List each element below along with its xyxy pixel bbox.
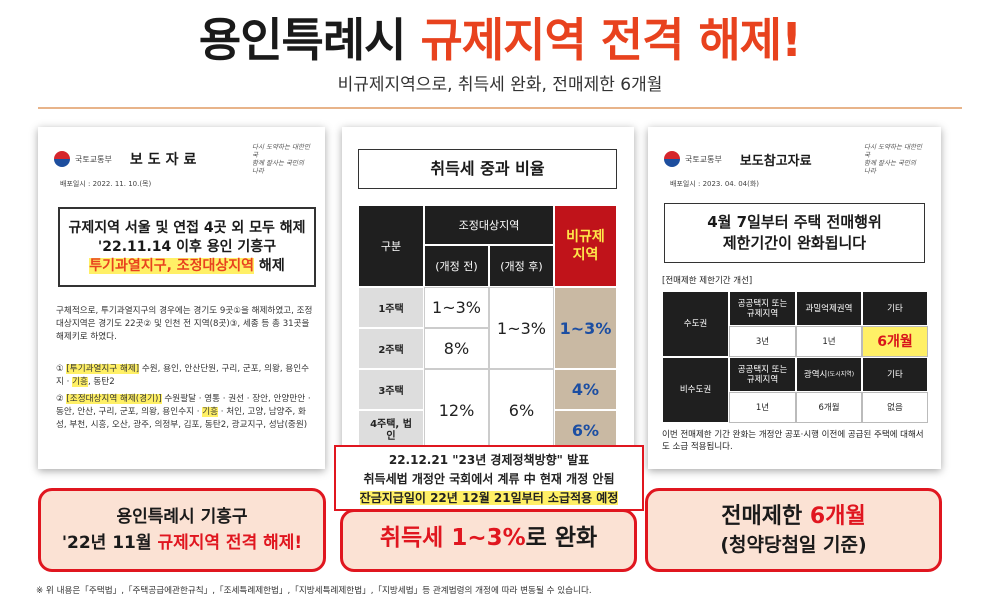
summary-box-deregulation: 용인특례시 기흥구 '22년 11월 규제지역 전격 해제! <box>38 488 326 572</box>
divider <box>38 107 962 109</box>
summary-box-resale-limit: 전매제한 6개월 (청약당첨일 기준) <box>645 488 942 572</box>
doc-header: 국토교통부 보도자료 다시 도약하는 대한민국 함께 잘사는 국민의 나라 <box>54 143 312 175</box>
header-after: (개정 후) <box>489 245 554 287</box>
period-value: 1년 <box>796 326 862 357</box>
header-gubun: 구분 <box>358 205 424 287</box>
summary-highlight: 6개월 <box>809 504 866 529</box>
notice-highlight: 잔금지급일이 22년 12월 21일부터 소급적용 예정 <box>359 491 619 505</box>
motto-line: 함께 잘사는 국민의 나라 <box>252 159 304 175</box>
list-item: ② [조정대상지역 해제(경기)] 수원팔달 · 영통 · 권선 · 장안, 안… <box>56 393 314 432</box>
row-label: 4주택, 법인 <box>358 410 424 451</box>
summary-line: '22년 11월 <box>61 533 158 553</box>
period-value-highlight: 6개월 <box>862 326 928 357</box>
doc-header: 국토교통부 보도참고자료 다시 도약하는 대한민국 함께 잘사는 국민의 나라 <box>664 143 924 175</box>
headline-line: 규제지역 서울 및 연접 4곳 외 모두 해제 <box>68 220 306 236</box>
summary-highlight: 규제지역 전격 해제! <box>157 533 303 553</box>
item-number: ① <box>56 364 67 374</box>
body-paragraph: 구체적으로, 투기과열지구의 경우에는 경기도 9곳①을 해제하였고, 조정대상… <box>56 306 313 342</box>
region-label: 수도권 <box>662 291 729 357</box>
note-text: 이번 전매제한 기간 완화는 개정안 공포·시행 이전에 공급된 주택에 대해서… <box>662 430 924 452</box>
ministry-name: 국토교통부 <box>75 154 112 164</box>
item-highlight: 기흥 <box>72 377 88 387</box>
doc-type: 보도참고자료 <box>739 153 812 169</box>
summary-line: 로 완화 <box>525 525 598 551</box>
headline-box: 4월 7일부터 주택 전매행위 제한기간이 완화됩니다 <box>664 203 925 263</box>
rate-after: 6% <box>489 369 554 451</box>
footnote: ※ 위 내용은「주택법」,「주택공급에관한규칙」,「조세특례제한법」,「지방세특… <box>36 586 592 596</box>
government-emblem-icon <box>664 151 680 167</box>
doc-date: 배포일시 : 2023. 04. 04(화) <box>670 180 759 188</box>
ministry-name: 국토교통부 <box>685 154 722 164</box>
period-value: 없음 <box>862 392 928 423</box>
resale-notice-card: 국토교통부 보도참고자료 다시 도약하는 대한민국 함께 잘사는 국민의 나라 배… <box>648 127 941 469</box>
headline-line: 제한기간이 완화됩니다 <box>722 234 867 252</box>
rate-before: 12% <box>424 369 489 451</box>
header-adjust: 조정대상지역 <box>424 205 554 245</box>
rate-before: 1~3% <box>424 287 489 328</box>
summary-line: (청약당첨일 기준) <box>720 534 867 556</box>
motto-line: 다시 도약하는 대한민국 <box>252 143 310 159</box>
page-title: 용인특례시 규제지역 전격 해제! <box>0 4 1000 70</box>
col-header: 과밀억제권역 <box>796 291 862 326</box>
summary-highlight: 취득세 1~3% <box>379 525 526 551</box>
row-label: 3주택 <box>358 369 424 410</box>
col-header: 공공택지 또는 규제지역 <box>729 357 796 392</box>
summary-line: 용인특례시 기흥구 <box>116 507 248 527</box>
summary-line: 전매제한 <box>721 504 810 529</box>
item-text: 수원, 용인, 안산단원, 구리, 군포, 의왕, 용인수지 · <box>56 364 310 387</box>
col-header: 기타 <box>862 357 928 392</box>
period-value: 6개월 <box>796 392 862 423</box>
tax-table-card: 취득세 중과 비율 구분 조정대상지역 (개정 전) (개정 후) 비규제 지역… <box>342 127 634 469</box>
government-emblem-icon <box>54 151 70 167</box>
page-subtitle: 비규제지역으로, 취득세 완화, 전매제한 6개월 <box>337 75 663 95</box>
item-highlight: 기흥 <box>202 407 219 417</box>
headline-line: '22.11.14 이후 용인 기흥구 <box>97 239 277 255</box>
policy-notice-box: 22.12.21 "23년 경제정책방향" 발표 취득세법 개정안 국회에서 계… <box>334 445 644 511</box>
item-tag: [투기과열지구 해제] <box>66 364 140 374</box>
motto-line: 함께 잘사는 국민의 나라 <box>864 159 916 175</box>
table-title: 취득세 중과 비율 <box>358 149 617 189</box>
summary-box-acquisition-tax: 취득세 1~3%로 완화 <box>340 509 637 572</box>
row-label: 2주택 <box>358 328 424 369</box>
headline-line: 4월 7일부터 주택 전매행위 <box>707 213 882 231</box>
col-header-text: 광역시 <box>803 369 828 380</box>
rate-nonregulated: 1~3% <box>554 287 617 369</box>
col-header-subtext: (도시지역) <box>827 370 855 378</box>
item-tag: [조정대상지역 해제(경기)] <box>66 394 162 404</box>
headline-box: 규제지역 서울 및 연접 4곳 외 모두 해제 '22.11.14 이후 용인 … <box>58 207 316 287</box>
row-label: 1주택 <box>358 287 424 328</box>
item-text: · 처인, 고양, 남양주, 화성, 부천, 시흥, 오산, 광주, 의정부, … <box>56 407 308 430</box>
title-part-2: 규제지역 전격 해제! <box>420 13 803 67</box>
region-label: 비수도권 <box>662 357 729 423</box>
rate-nonregulated: 4% <box>554 369 617 410</box>
title-part-1: 용인특례시 <box>198 13 421 67</box>
motto: 다시 도약하는 대한민국 함께 잘사는 국민의 나라 <box>252 143 312 175</box>
press-release-card: 국토교통부 보도자료 다시 도약하는 대한민국 함께 잘사는 국민의 나라 배포일… <box>38 127 325 469</box>
notice-line: 22.12.21 "23년 경제정책방향" 발표 <box>388 453 590 467</box>
doc-type: 보도자료 <box>129 152 202 168</box>
rate-before: 8% <box>424 328 489 369</box>
col-header: 공공택지 또는 규제지역 <box>729 291 796 326</box>
period-value: 3년 <box>729 326 796 357</box>
item-text: 수원팔달 · 영통 · 권선 · 장안, 안양만안 · 동안, 안산, 구리, … <box>56 394 311 417</box>
section-label: [전매제한 제한기간 개선] <box>662 276 753 286</box>
headline-line: 해제 <box>254 258 285 274</box>
col-header: 광역시 (도시지역) <box>796 357 862 392</box>
period-value: 1년 <box>729 392 796 423</box>
motto-line: 다시 도약하는 대한민국 <box>864 143 922 159</box>
item-number: ② <box>56 394 67 404</box>
header-nonregulated: 비규제 지역 <box>554 205 617 287</box>
col-header: 기타 <box>862 291 928 326</box>
notice-line: 취득세법 개정안 국회에서 계류 中 현재 개정 안됨 <box>363 472 615 486</box>
rate-nonregulated: 6% <box>554 410 617 451</box>
headline-highlight: 투기과열지구, 조정대상지역 <box>89 258 255 274</box>
header-before: (개정 전) <box>424 245 489 287</box>
motto: 다시 도약하는 대한민국 함께 잘사는 국민의 나라 <box>864 143 924 175</box>
item-text: , 동탄2 <box>87 377 115 387</box>
doc-date: 배포일시 : 2022. 11. 10.(목) <box>60 180 152 188</box>
rate-after: 1~3% <box>489 287 554 369</box>
list-item: ① [투기과열지구 해제] 수원, 용인, 안산단원, 구리, 군포, 의왕, … <box>56 363 314 389</box>
